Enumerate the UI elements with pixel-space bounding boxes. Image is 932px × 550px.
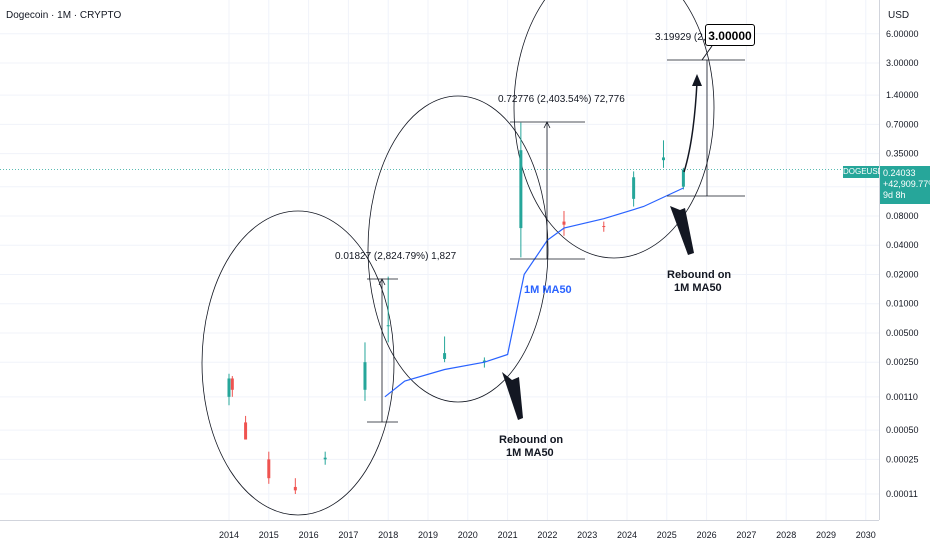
last-price-badge: 0.24033 +42,909.77% 9d 8h xyxy=(880,166,932,204)
candle-body xyxy=(386,325,390,327)
time-tick-label: 2027 xyxy=(736,530,756,540)
currency-button[interactable]: USD xyxy=(888,10,910,21)
chart-title: Dogecoin · 1M · CRYPTO xyxy=(6,10,122,21)
price-tick-label: 3.00000 xyxy=(886,58,919,68)
grid xyxy=(0,0,879,520)
time-axis[interactable]: 2014 2015 2016 2017 2018 2019 2020 2021 2022 2023… xyxy=(219,530,876,540)
time-tick-label: 2021 xyxy=(498,530,518,540)
price-tick-label: 0.02000 xyxy=(886,269,919,279)
candle-body xyxy=(323,457,327,460)
rebound-label-1-line1: Rebound on xyxy=(499,434,563,446)
time-tick-label: 2018 xyxy=(378,530,398,540)
price-tick-label: 0.00050 xyxy=(886,425,919,435)
measure-2-label: 0.72776 (2,403.54%) 72,776 xyxy=(498,94,625,105)
candle-body xyxy=(681,169,685,187)
cycle-circle-1 xyxy=(201,210,395,516)
candle-body xyxy=(244,422,248,440)
rebound-label-2-line2: 1M MA50 xyxy=(674,282,722,294)
cycle-circle-2 xyxy=(367,95,549,403)
price-tick-label: 0.00110 xyxy=(886,392,918,402)
time-tick-label: 2016 xyxy=(299,530,319,540)
candle-body xyxy=(227,378,231,397)
price-tick-label: 0.35000 xyxy=(886,149,919,159)
last-price-value: 0.24033 xyxy=(883,168,916,178)
candle-body xyxy=(230,378,234,390)
price-tick-label: 6.00000 xyxy=(886,29,919,39)
candle-body xyxy=(443,353,447,359)
cycle-circle-3 xyxy=(513,0,715,259)
price-tick-label: 0.00011 xyxy=(886,489,918,499)
projection-arrow xyxy=(683,81,698,173)
price-axis[interactable]: 6.000003.000001.400000.700000.350000.160… xyxy=(886,29,919,499)
time-tick-label: 2017 xyxy=(338,530,358,540)
candle-body xyxy=(482,360,486,363)
price-tick-label: 0.70000 xyxy=(886,119,919,129)
price-tick-label: 0.00500 xyxy=(886,328,919,338)
last-price-change: +42,909.77% xyxy=(883,179,932,189)
bar-countdown: 9d 8h xyxy=(883,190,906,200)
time-tick-label: 2014 xyxy=(219,530,239,540)
measure-tool-2 xyxy=(510,121,585,260)
price-tick-label: 1.40000 xyxy=(886,90,919,100)
price-tick-label: 0.01000 xyxy=(886,299,919,309)
target-price-callout: 3.00000 xyxy=(705,24,755,46)
time-tick-label: 2019 xyxy=(418,530,438,540)
time-tick-label: 2023 xyxy=(577,530,597,540)
time-tick-label: 2028 xyxy=(776,530,796,540)
candle-body xyxy=(363,362,367,390)
measure-tool-1 xyxy=(367,278,398,423)
time-tick-label: 2030 xyxy=(856,530,876,540)
measure-tool-3 xyxy=(667,59,745,197)
projection-arrowhead xyxy=(692,74,702,86)
candle-body xyxy=(632,177,636,199)
symbol-badge: DOGEUSD xyxy=(843,166,884,178)
candle-body xyxy=(267,459,271,479)
candle-body xyxy=(661,157,665,161)
candle-body xyxy=(562,221,566,225)
rebound-arrow-2 xyxy=(670,206,694,255)
candles xyxy=(227,122,685,494)
time-tick-label: 2015 xyxy=(259,530,279,540)
target-callout-pointer xyxy=(701,45,713,61)
time-tick-label: 2025 xyxy=(657,530,677,540)
price-tick-label: 0.08000 xyxy=(886,211,919,221)
candle-body xyxy=(602,226,606,228)
rebound-label-1-line2: 1M MA50 xyxy=(506,447,554,459)
candle-body xyxy=(293,486,297,491)
price-tick-label: 0.04000 xyxy=(886,240,919,250)
ma50-label: 1M MA50 xyxy=(524,284,572,296)
price-tick-label: 0.00250 xyxy=(886,357,919,367)
time-tick-label: 2022 xyxy=(537,530,557,540)
price-tick-label: 0.00025 xyxy=(886,454,919,464)
rebound-label-2-line1: Rebound on xyxy=(667,269,731,281)
ma50-line xyxy=(384,187,684,398)
rebound-arrow-1 xyxy=(502,372,523,420)
measure-1-label: 0.01827 (2,824.79%) 1,827 xyxy=(335,251,457,262)
time-tick-label: 2026 xyxy=(697,530,717,540)
candle-body xyxy=(519,150,523,229)
time-tick-label: 2020 xyxy=(458,530,478,540)
time-tick-label: 2024 xyxy=(617,530,637,540)
measure-3-label: 3.19929 (2,402 xyxy=(655,32,723,43)
time-tick-label: 2029 xyxy=(816,530,836,540)
